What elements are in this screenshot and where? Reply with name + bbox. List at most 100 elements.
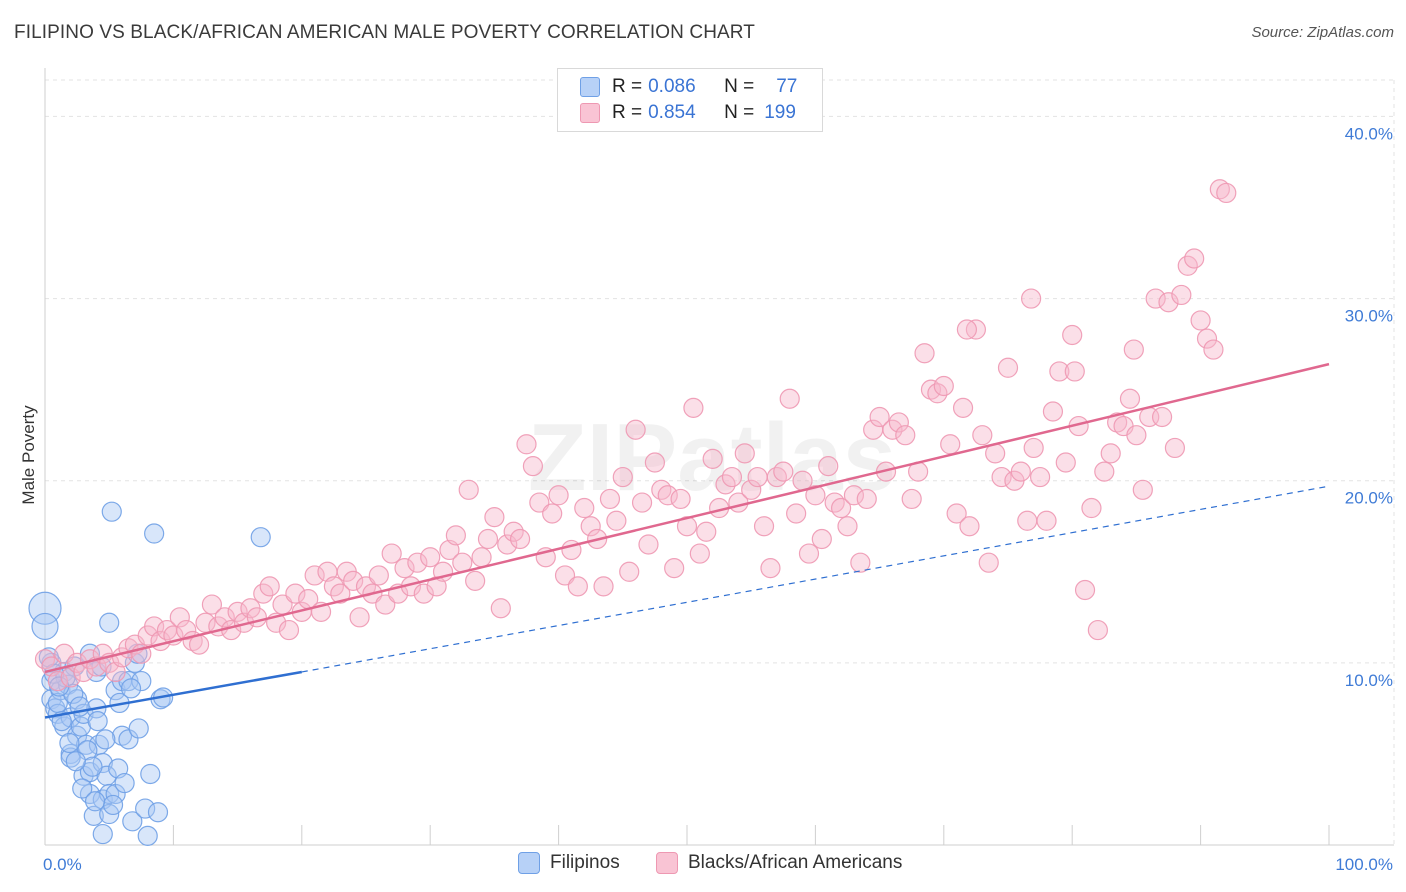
black-point	[734, 443, 755, 464]
black-point	[1158, 292, 1179, 313]
black-point	[1119, 388, 1141, 409]
filipino-point	[128, 718, 149, 739]
black-point	[1126, 425, 1147, 446]
filipino-point	[250, 527, 271, 548]
black-point	[580, 516, 601, 537]
black-point	[1023, 437, 1044, 459]
black-point	[458, 479, 479, 500]
filipino-point	[84, 791, 106, 812]
black-point	[1036, 510, 1057, 531]
axes-layer	[44, 68, 1394, 846]
black-point	[548, 485, 569, 506]
black-point	[696, 521, 717, 542]
black-point	[330, 583, 351, 604]
blacks-legend-swatch	[656, 852, 678, 874]
black-point	[567, 576, 588, 597]
black-point	[599, 488, 621, 510]
filipino-point	[111, 725, 133, 746]
black-point	[1029, 466, 1051, 488]
black-point	[824, 492, 845, 513]
filipino-trend-extension	[301, 485, 1330, 673]
black-point	[837, 516, 858, 537]
black-point	[1049, 361, 1070, 382]
filipino-point	[95, 729, 116, 750]
black-point	[1100, 443, 1121, 464]
stats-row-filipinos: R = 0.086 N = 77	[580, 75, 797, 99]
black-point	[753, 516, 775, 537]
black-point	[991, 466, 1012, 488]
filipino-point	[101, 501, 122, 522]
black-point	[381, 543, 402, 564]
source-label: Source: ZipAtlas.com	[1251, 24, 1394, 41]
black-point	[1132, 479, 1153, 500]
r-label: R =	[612, 76, 643, 97]
filipino-point	[140, 763, 161, 785]
y-axis-title: Male Poverty	[19, 405, 38, 505]
filipino-point	[122, 811, 143, 832]
black-point	[1145, 288, 1166, 309]
black-point	[169, 607, 190, 628]
filipino-point	[92, 823, 113, 845]
black-point	[1010, 461, 1031, 482]
filipino-point	[72, 778, 93, 799]
black-point	[786, 503, 807, 524]
black-point	[888, 412, 909, 433]
black-point	[869, 406, 890, 428]
black-point	[420, 547, 441, 568]
black-point	[1123, 339, 1144, 360]
black-point	[830, 497, 852, 519]
black-point	[940, 434, 961, 455]
black-point	[1064, 361, 1085, 382]
black-point	[471, 547, 492, 568]
legend-item-blacks[interactable]: Blacks/African Americans	[656, 852, 902, 874]
y-tick-label: 30.0%	[1345, 307, 1393, 326]
black-point	[349, 607, 370, 628]
x-tick-label: 0.0%	[43, 855, 82, 874]
black-point	[920, 379, 942, 400]
black-point	[760, 558, 781, 579]
stats-row-blacks: R = 0.854 N = 199	[580, 101, 796, 125]
n-value: 77	[776, 76, 798, 97]
black-point	[1042, 401, 1064, 422]
legend-item-filipinos[interactable]: Filipinos	[518, 852, 620, 874]
black-point	[574, 497, 595, 519]
black-point	[554, 565, 576, 586]
black-point	[766, 466, 787, 488]
black-point	[1087, 619, 1108, 641]
black-point	[490, 598, 511, 619]
r-value: 0.086	[648, 76, 696, 97]
black-point	[689, 543, 710, 564]
black-point	[638, 534, 659, 555]
black-point	[657, 485, 678, 506]
black-point	[721, 466, 743, 488]
black-point	[1151, 406, 1173, 428]
filipino-point	[118, 729, 139, 750]
black-point	[542, 503, 563, 524]
y-tick-label: 40.0%	[1345, 124, 1393, 143]
black-point	[477, 528, 499, 550]
black-point	[522, 456, 544, 477]
black-point	[914, 343, 935, 364]
black-point	[818, 456, 839, 477]
black-point	[779, 388, 800, 409]
black-point	[625, 419, 646, 440]
black-point	[1094, 461, 1115, 482]
black-point	[529, 492, 550, 513]
black-point	[972, 425, 993, 446]
black-point	[997, 357, 1019, 378]
black-point	[1062, 324, 1083, 346]
black-point	[798, 543, 820, 564]
black-point	[952, 397, 974, 418]
y-tick-label: 10.0%	[1345, 671, 1393, 690]
filipinos-legend-swatch	[518, 852, 540, 874]
filipino-point	[87, 711, 108, 732]
legend-label-filipinos: Filipinos	[550, 852, 620, 873]
filipino-point	[102, 794, 124, 816]
black-point	[811, 528, 832, 550]
black-point	[901, 488, 922, 510]
black-point	[1203, 339, 1224, 360]
black-point	[304, 565, 325, 586]
black-point	[933, 375, 954, 397]
black-point	[895, 425, 916, 446]
